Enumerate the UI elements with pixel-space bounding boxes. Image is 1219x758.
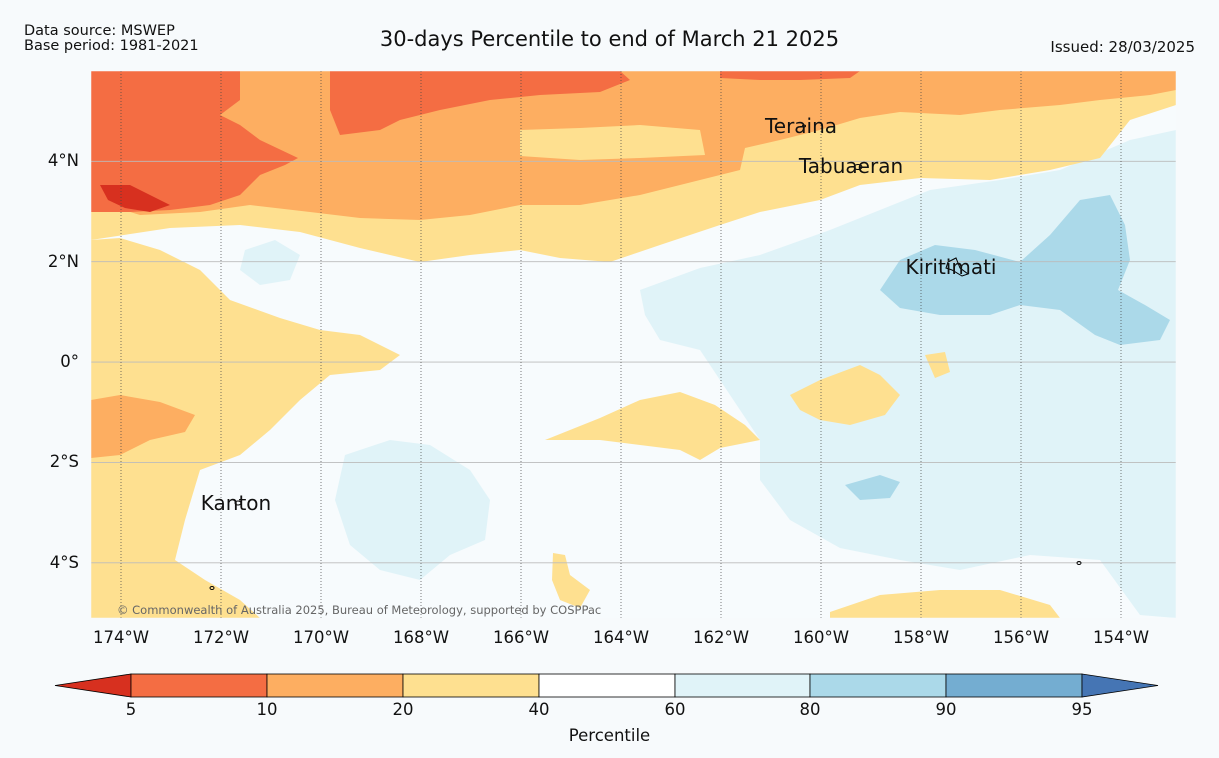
place-label: Teraina (764, 114, 838, 139)
lon-tick-label: 166°W (492, 628, 550, 647)
band-20-40-center-east (790, 365, 900, 425)
colorbar-extend-low (54, 673, 132, 698)
graticule (91, 71, 1176, 618)
colorbar-tick-label: 90 (935, 700, 957, 719)
band-20-40-central (545, 392, 760, 460)
data-source-note: Data source: MSWEP Base period: 1981-202… (24, 24, 199, 54)
band-5-10-ne (720, 71, 860, 80)
band-20-40-south (830, 590, 1060, 618)
band-5-10-north (330, 71, 630, 135)
colorbar-segment (945, 673, 1083, 698)
lon-tick-label: 168°W (392, 628, 450, 647)
colorbar-label: Percentile (568, 726, 651, 745)
colorbar (54, 673, 1159, 698)
colorbar-tick-label: 10 (256, 700, 278, 719)
lon-tick-label: 158°W (892, 628, 950, 647)
colorbar-tick-label: 5 (125, 700, 137, 719)
band-60-80-south (335, 440, 490, 580)
lon-tick-label: 170°W (292, 628, 350, 647)
lat-tick-label: 0° (60, 352, 79, 372)
place-label: Kiritimati (905, 254, 997, 279)
lon-tick-label: 174°W (92, 628, 150, 647)
percentile-fields (91, 71, 1176, 618)
islet-outline (209, 586, 215, 590)
colorbar-extend-high (1081, 673, 1159, 698)
lon-tick-label: 164°W (592, 628, 650, 647)
lon-tick-label: 156°W (992, 628, 1050, 647)
lat-tick-label: 4°N (47, 151, 79, 171)
place-label: Kanton (200, 490, 272, 515)
tabuaeran-outline (853, 164, 863, 170)
copyright-note: © Commonwealth of Australia 2025, Bureau… (117, 603, 602, 617)
colorbar-segment (402, 673, 540, 698)
band-under-5 (100, 185, 170, 212)
data-source-text: Data source: MSWEP (24, 23, 175, 39)
colorbar-segment (130, 673, 268, 698)
lon-tick-label: 154°W (1092, 628, 1150, 647)
band-60-80-nw (240, 240, 300, 285)
map-frame (90, 70, 1177, 619)
colorbar-tick-label: 60 (664, 700, 686, 719)
colorbar-tick-label: 40 (528, 700, 550, 719)
place-label: Tabuaeran (798, 154, 904, 179)
issued-date: Issued: 28/03/2025 (1050, 38, 1195, 56)
colorbar-tick-label: 95 (1071, 700, 1093, 719)
lat-tick-label: 4°S (49, 552, 79, 572)
lon-tick-label: 160°W (792, 628, 850, 647)
base-period-text: Base period: 1981-2021 (24, 38, 199, 54)
lat-tick-label: 2°S (49, 452, 79, 472)
colorbar-segment (266, 673, 404, 698)
band-10-20-sw (91, 395, 195, 458)
lon-tick-label: 172°W (192, 628, 250, 647)
band-20-40-south-w (552, 553, 590, 608)
teraina-outline (802, 124, 806, 128)
band-5-10-west (91, 71, 298, 212)
band-80-90-small (845, 475, 900, 500)
band-20-40-sw (91, 238, 400, 618)
band-20-40-east (925, 352, 950, 378)
lon-tick-label: 162°W (692, 628, 750, 647)
colorbar-tick-label: 20 (392, 700, 414, 719)
band-80-90 (880, 195, 1170, 345)
map-title: 30-days Percentile to end of March 21 20… (379, 27, 840, 51)
band-10-20-pocket (520, 125, 705, 160)
kiritimati-outline (945, 257, 970, 277)
colorbar-tick-label: 80 (799, 700, 821, 719)
island-outlines (209, 124, 1082, 590)
colorbar-segment (538, 673, 676, 698)
colorbar-segment (674, 673, 811, 698)
islet-outline (1076, 561, 1082, 565)
lat-tick-label: 2°N (47, 251, 79, 271)
kanton-outline (234, 500, 242, 506)
colorbar-segment (809, 673, 947, 698)
